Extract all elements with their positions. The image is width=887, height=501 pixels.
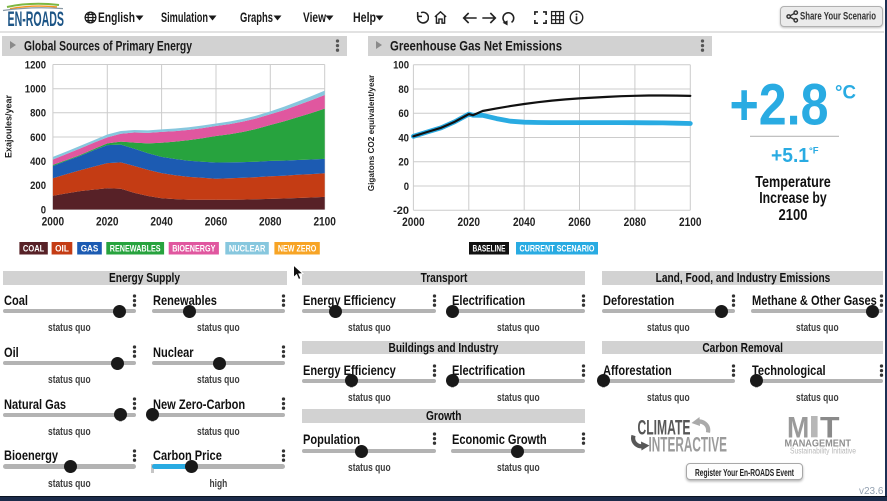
- svg-text:Gigatons CO2 equivalent/year: Gigatons CO2 equivalent/year: [368, 74, 376, 191]
- svg-text:Greenhouse Gas Net Emissions: Greenhouse Gas Net Emissions: [390, 39, 562, 54]
- svg-text:2020: 2020: [458, 217, 481, 229]
- svg-text:20: 20: [398, 157, 409, 169]
- svg-text:°C: °C: [835, 82, 856, 103]
- svg-text:OIL: OIL: [55, 243, 69, 253]
- svg-text:M: M: [787, 413, 809, 445]
- svg-text:2080: 2080: [259, 217, 282, 229]
- svg-text:Global Sources of Primary Ener: Global Sources of Primary Energy: [24, 39, 192, 54]
- svg-text:2000: 2000: [402, 217, 425, 229]
- svg-text:80: 80: [398, 84, 409, 96]
- svg-text:2100: 2100: [313, 217, 336, 229]
- svg-text:Simulation: Simulation: [161, 10, 208, 25]
- svg-text:Exajoules/year: Exajoules/year: [4, 94, 14, 158]
- svg-text:100: 100: [393, 60, 409, 72]
- svg-text:200: 200: [30, 180, 46, 192]
- svg-text:2060: 2060: [568, 217, 591, 229]
- svg-text:2100: 2100: [679, 217, 702, 229]
- svg-text:0: 0: [404, 181, 409, 193]
- svg-text:2020: 2020: [96, 217, 119, 229]
- svg-text:CLIMATE: CLIMATE: [638, 415, 691, 439]
- svg-text:800: 800: [30, 108, 46, 120]
- svg-text:NEW ZERO: NEW ZERO: [278, 243, 316, 253]
- svg-text:Temperature: Temperature: [755, 174, 831, 191]
- svg-text:°F: °F: [809, 146, 819, 157]
- svg-text:+2.8: +2.8: [730, 73, 829, 138]
- svg-text:60: 60: [398, 108, 409, 120]
- svg-text:2000: 2000: [42, 217, 65, 229]
- svg-text:NUCLEAR: NUCLEAR: [229, 243, 266, 253]
- svg-text:0: 0: [41, 204, 46, 216]
- svg-text:Sustainability Initiative: Sustainability Initiative: [790, 447, 856, 456]
- svg-text:Share Your Scenario: Share Your Scenario: [800, 11, 876, 23]
- svg-text:600: 600: [30, 132, 46, 144]
- svg-text:MANAGEMENT: MANAGEMENT: [785, 439, 852, 450]
- svg-text:400: 400: [30, 156, 46, 168]
- svg-text:Increase by: Increase by: [759, 190, 827, 207]
- svg-text:COAL: COAL: [23, 243, 45, 253]
- svg-text:English: English: [98, 10, 135, 25]
- svg-text:+5.1: +5.1: [771, 145, 809, 167]
- svg-text:Help: Help: [353, 10, 376, 25]
- svg-text:BASELINE: BASELINE: [473, 243, 506, 253]
- svg-text:GAS: GAS: [81, 243, 99, 253]
- svg-text:1200: 1200: [25, 59, 46, 71]
- svg-text:RENEWABLES: RENEWABLES: [110, 243, 161, 253]
- svg-text:CURRENT SCENARIO: CURRENT SCENARIO: [520, 243, 595, 253]
- svg-text:View: View: [303, 10, 326, 25]
- svg-text:40: 40: [398, 132, 409, 144]
- svg-text:BIOENERGY: BIOENERGY: [172, 243, 215, 253]
- svg-text:Graphs: Graphs: [240, 10, 273, 25]
- svg-text:2080: 2080: [624, 217, 647, 229]
- svg-text:INTERACTIVE: INTERACTIVE: [649, 433, 728, 455]
- svg-text:2060: 2060: [205, 217, 228, 229]
- svg-text:1000: 1000: [25, 84, 46, 96]
- svg-text:EN-ROADS: EN-ROADS: [8, 8, 65, 31]
- svg-text:-20: -20: [393, 205, 409, 217]
- svg-text:Register Your En-ROADS Event: Register Your En-ROADS Event: [695, 468, 794, 479]
- svg-text:2100: 2100: [779, 207, 808, 224]
- svg-text:T: T: [820, 413, 840, 445]
- svg-text:2040: 2040: [150, 217, 173, 229]
- svg-text:2040: 2040: [513, 217, 536, 229]
